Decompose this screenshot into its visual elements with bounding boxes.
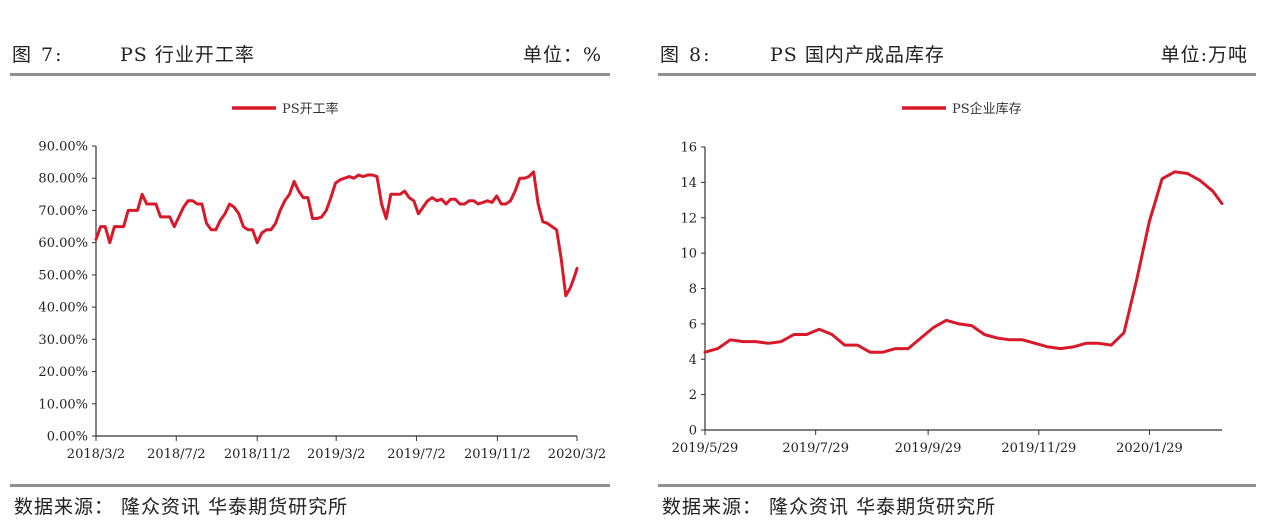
x-tick-label: 2019/9/29 [895,441,962,456]
y-tick-label: 10 [680,247,697,262]
header-divider [658,73,1256,76]
line-chart-operating-rate: PS开工率 0.00% 10.00% 20.00% 30.00% 40.00% 50.00%… [38,101,606,462]
y-tick-label: 16 [680,141,697,156]
x-tick-label: 2020/1/29 [1116,441,1183,456]
y-tick-label: 0 [689,424,697,439]
x-tick-label: 2019/11/2 [464,447,531,462]
data-source: 数据来源： 隆众资讯 华泰期货研究所 [14,496,349,518]
x-tick-label: 2018/11/2 [224,447,291,462]
chart-title: PS 国内产成品库存 [770,44,945,66]
y-tick-label: 40.00% [38,301,88,316]
y-tick-label: 50.00% [38,268,88,283]
y-tick-label: 60.00% [38,236,88,251]
y-tick-label: 90.00% [38,140,88,155]
line-chart-inventory: PS企业库存 0 2 4 6 8 10 12 14 16 2019/5/29 2019/7/29 201… [672,101,1224,456]
series-line [94,170,579,298]
y-tick-label: 10.00% [38,397,88,412]
data-source: 数据来源： 隆众资讯 华泰期货研究所 [662,496,997,518]
x-tick-label: 2019/7/29 [782,441,849,456]
header-divider [10,73,610,76]
x-tick-label: 2020/3/2 [548,447,606,462]
y-tick-label: 20.00% [38,365,88,380]
x-tick-label: 2018/7/2 [147,447,205,462]
chart-title: PS 行业开工率 [120,44,255,66]
x-tick-label: 2019/7/2 [387,447,445,462]
y-tick-label: 8 [689,282,697,297]
chart-header: 图 8: PS 国内产成品库存 单位:万吨 [660,40,1248,66]
chart-panel-inventory: 图 8: PS 国内产成品库存 单位:万吨 PS企业库存 0 2 4 6 8 10 12 14 1… [648,0,1266,528]
x-tick-label: 2019/3/2 [307,447,365,462]
unit-label: 单位：% [522,44,602,66]
y-tick-label: 30.00% [38,333,88,348]
figure-number: 图 8: [660,44,712,66]
y-tick-label: 80.00% [38,172,88,187]
legend: PS开工率 [232,101,339,117]
legend: PS企业库存 [902,101,1022,117]
unit-label: 单位:万吨 [1160,44,1248,66]
chart-header: 图 7: PS 行业开工率 单位：% [12,40,602,66]
y-tick-label: 0.00% [47,430,88,445]
y-tick-label: 6 [689,317,697,332]
x-tick-label: 2018/3/2 [67,447,125,462]
y-tick-label: 70.00% [38,204,88,219]
chart-panel-operating-rate: 图 7: PS 行业开工率 单位：% PS开工率 0.00% 10.00% 20.00… [0,0,620,528]
x-tick-label: 2019/5/29 [672,441,739,456]
footer-divider [658,484,1256,487]
figure-number: 图 7: [12,44,64,66]
legend-label: PS企业库存 [952,101,1022,117]
y-tick-label: 4 [689,353,697,368]
y-tick-label: 14 [680,176,697,191]
footer-divider [10,484,610,487]
y-tick-label: 2 [689,388,697,403]
x-tick-label: 2019/11/29 [1001,441,1076,456]
y-tick-label: 12 [680,211,697,226]
legend-label: PS开工率 [282,101,339,117]
series-line [703,170,1224,354]
